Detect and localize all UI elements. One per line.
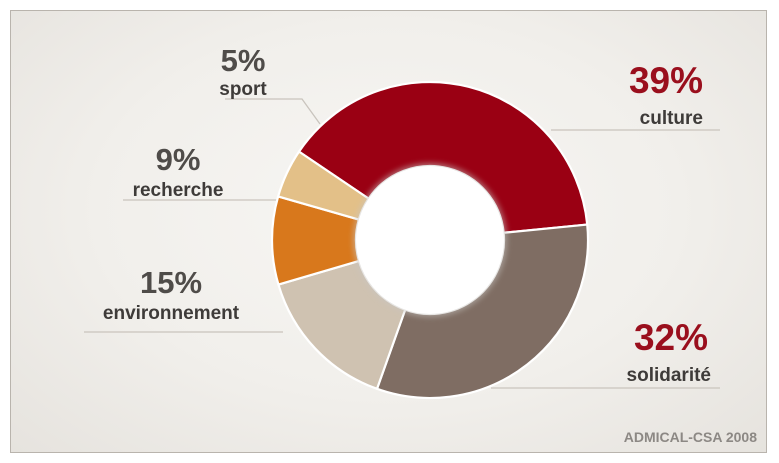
slice-percent-sport: 5% — [221, 43, 266, 78]
donut-hole — [356, 166, 504, 314]
slice-label-environnement: environnement — [103, 303, 240, 324]
leader-lines — [84, 98, 720, 389]
slice-percent-solidarite: 32% — [634, 317, 708, 358]
chart-frame: 5% sport 9% recherche 15% environnement … — [10, 10, 767, 453]
donut-chart: 5% sport 9% recherche 15% environnement … — [84, 43, 757, 445]
slice-percent-culture: 39% — [629, 60, 703, 101]
slice-label-sport: sport — [219, 79, 267, 100]
slice-percent-recherche: 9% — [156, 142, 201, 177]
slice-label-culture: culture — [640, 108, 703, 129]
slice-label-solidarite: solidarité — [627, 365, 711, 386]
source-note: ADMICAL-CSA 2008 — [624, 429, 757, 445]
slice-percent-environnement: 15% — [140, 265, 202, 300]
leader-line-sport — [225, 98, 321, 125]
slice-label-recherche: recherche — [133, 180, 224, 201]
